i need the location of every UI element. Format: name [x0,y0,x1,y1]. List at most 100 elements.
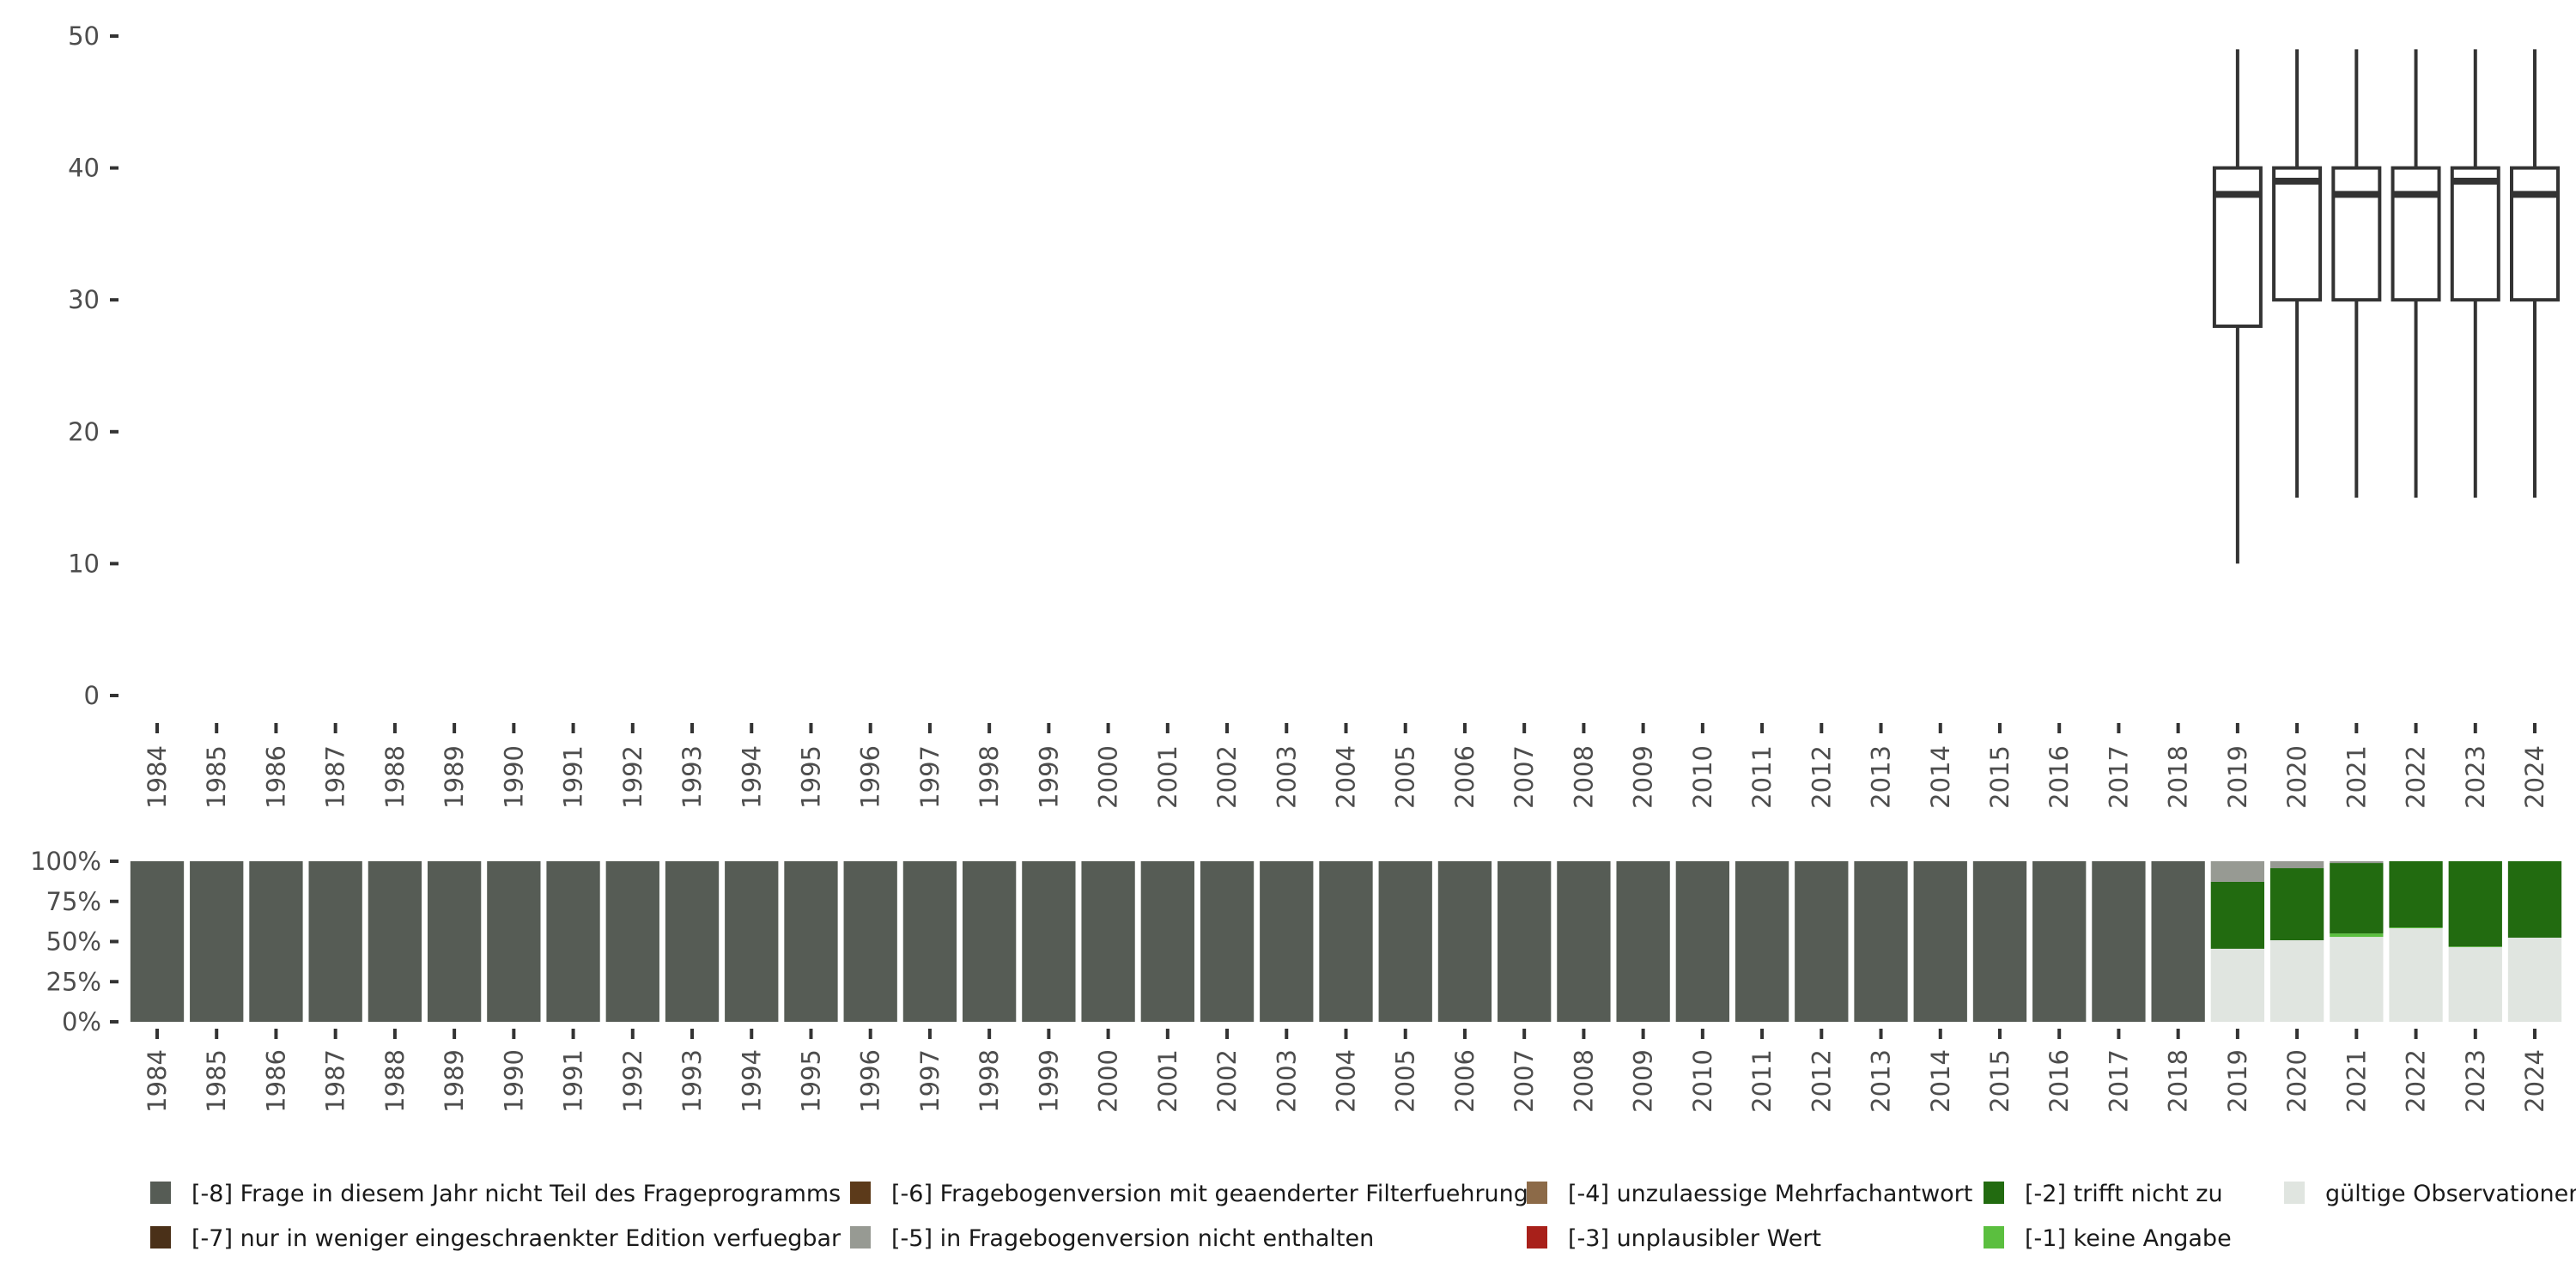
legend-swatch [850,1182,871,1204]
legend-label: gültige Observationen [2325,1181,2576,1207]
bar-segment-m8-1987 [308,861,362,1022]
x-tick-label: 2002 [1212,1049,1242,1113]
x-tick-label: 2002 [1212,745,1242,809]
bar-segment-m8-2000 [1081,861,1135,1022]
bar-segment-m2-2021 [2330,863,2384,934]
bar-segment-m8-1989 [427,861,482,1022]
legend-item-valid: gültige Observationen [2284,1181,2576,1207]
bar-segment-m8-1999 [1022,861,1076,1022]
legend-item-m1: [-1] keine Angabe [1984,1225,2232,1252]
x-tick-label: 2000 [1094,1049,1123,1113]
x-tick-label: 2000 [1094,745,1123,809]
bar-segment-m1-2021 [2330,933,2384,938]
y-tick-label: 20 [68,417,100,447]
bar-segment-valid-2020 [2269,940,2324,1022]
x-tick-label: 2013 [1867,745,1896,809]
y-tick-label: 50 [68,21,100,51]
y-tick-label: 40 [68,154,100,183]
bar-segment-m8-2010 [1675,861,1730,1022]
y-tick-label: 10 [68,549,100,578]
bar-segment-m8-2008 [1557,861,1611,1022]
y-tick-label: 100% [30,847,101,876]
legend-item-m5: [-5] in Fragebogenversion nicht enthalte… [850,1225,1374,1252]
legend-label: [-4] unzulaessige Mehrfachantwort [1568,1181,1972,1207]
x-tick-label: 2018 [2164,745,2193,809]
bar-segment-m8-2011 [1735,861,1789,1022]
bar-segment-m8-2015 [1972,861,2027,1022]
x-tick-label: 1985 [202,745,231,809]
bar-segment-m1-2023 [2448,946,2502,948]
box-iqr [2391,166,2441,302]
y-tick-label: 0% [62,1007,101,1036]
bar-segment-m8-1984 [130,861,185,1022]
bar-segment-m8-2002 [1200,861,1255,1022]
bar-segment-m8-2005 [1378,861,1432,1022]
x-tick-label: 2008 [1569,1049,1598,1113]
x-tick-label: 1984 [143,745,172,809]
x-tick-label: 2005 [1391,745,1420,809]
x-tick-label: 1993 [677,1049,707,1113]
legend-label: [-6] Fragebogenversion mit geaenderter F… [891,1181,1528,1207]
legend-item-m7: [-7] nur in weniger eingeschraenkter Edi… [150,1225,841,1252]
x-tick-label: 2017 [2104,1049,2133,1113]
bar-segment-m1-2022 [2389,927,2443,928]
bar-segment-m8-1996 [843,861,897,1022]
bar-segment-valid-2021 [2330,937,2384,1022]
bar-segment-m8-2017 [2092,861,2146,1022]
box-2023 [2450,49,2500,498]
x-tick-label: 1985 [202,1049,231,1113]
x-tick-label: 2022 [2402,745,2431,809]
bar-segment-m8-1988 [368,861,422,1022]
x-tick-label: 1987 [321,745,350,809]
legend-swatch [150,1182,171,1204]
bar-segment-m8-1990 [487,861,541,1022]
bar-segment-m5-2019 [2210,861,2265,882]
x-tick-label: 2019 [2223,745,2252,809]
bar-segment-m8-1986 [249,861,303,1022]
legend-swatch [1527,1226,1547,1249]
legend-swatch [2284,1182,2305,1204]
x-tick-label: 1997 [915,1049,945,1113]
x-tick-label: 2012 [1807,1049,1836,1113]
box-2020 [2272,49,2323,498]
bar-segment-m2-2023 [2448,861,2502,947]
bar-segment-m8-1993 [665,861,720,1022]
x-tick-label: 2004 [1332,1049,1361,1113]
x-tick-label: 1990 [499,1049,528,1113]
x-tick-label: 2006 [1450,1049,1479,1113]
bar-segment-m8-2006 [1437,861,1492,1022]
x-tick-label: 2019 [2223,1049,2252,1113]
bar-segment-m8-2004 [1319,861,1373,1022]
x-tick-label: 1984 [143,1049,172,1113]
y-tick-label: 0 [84,681,100,710]
x-tick-label: 2014 [1926,1049,1955,1113]
x-tick-label: 2021 [2342,1049,2371,1113]
x-tick-label: 2015 [1985,745,2014,809]
x-tick-label: 1986 [261,1049,290,1113]
bar-segment-m8-1995 [784,861,838,1022]
x-tick-label: 2018 [2164,1049,2193,1113]
legend-swatch [1984,1226,2004,1249]
bar-segment-valid-2023 [2448,947,2502,1022]
bar-segment-m8-2007 [1498,861,1552,1022]
x-tick-label: 2003 [1272,745,1301,809]
bar-segment-m8-2016 [2032,861,2087,1022]
legend-label: [-5] in Fragebogenversion nicht enthalte… [891,1225,1374,1252]
legend-item-m4: [-4] unzulaessige Mehrfachantwort [1527,1181,1972,1207]
bar-segment-m8-2009 [1616,861,1670,1022]
x-tick-label: 1999 [1034,745,1063,809]
bar-segment-m5-2021 [2330,861,2384,864]
bar-segment-valid-2024 [2507,938,2562,1022]
y-tick-label: 30 [68,285,100,314]
x-tick-label: 2012 [1807,745,1836,809]
legend: [-8] Frage in diesem Jahr nicht Teil des… [150,1181,2576,1252]
x-tick-label: 1996 [856,745,885,809]
bar-segment-m8-2001 [1140,861,1194,1022]
y-tick-label: 50% [46,927,101,957]
x-tick-label: 2004 [1332,745,1361,809]
box-2021 [2331,49,2382,498]
box-iqr [2331,166,2382,302]
x-tick-label: 1997 [915,745,945,809]
legend-item-m2: [-2] trifft nicht zu [1984,1181,2223,1207]
bar-segment-m8-1991 [546,861,600,1022]
